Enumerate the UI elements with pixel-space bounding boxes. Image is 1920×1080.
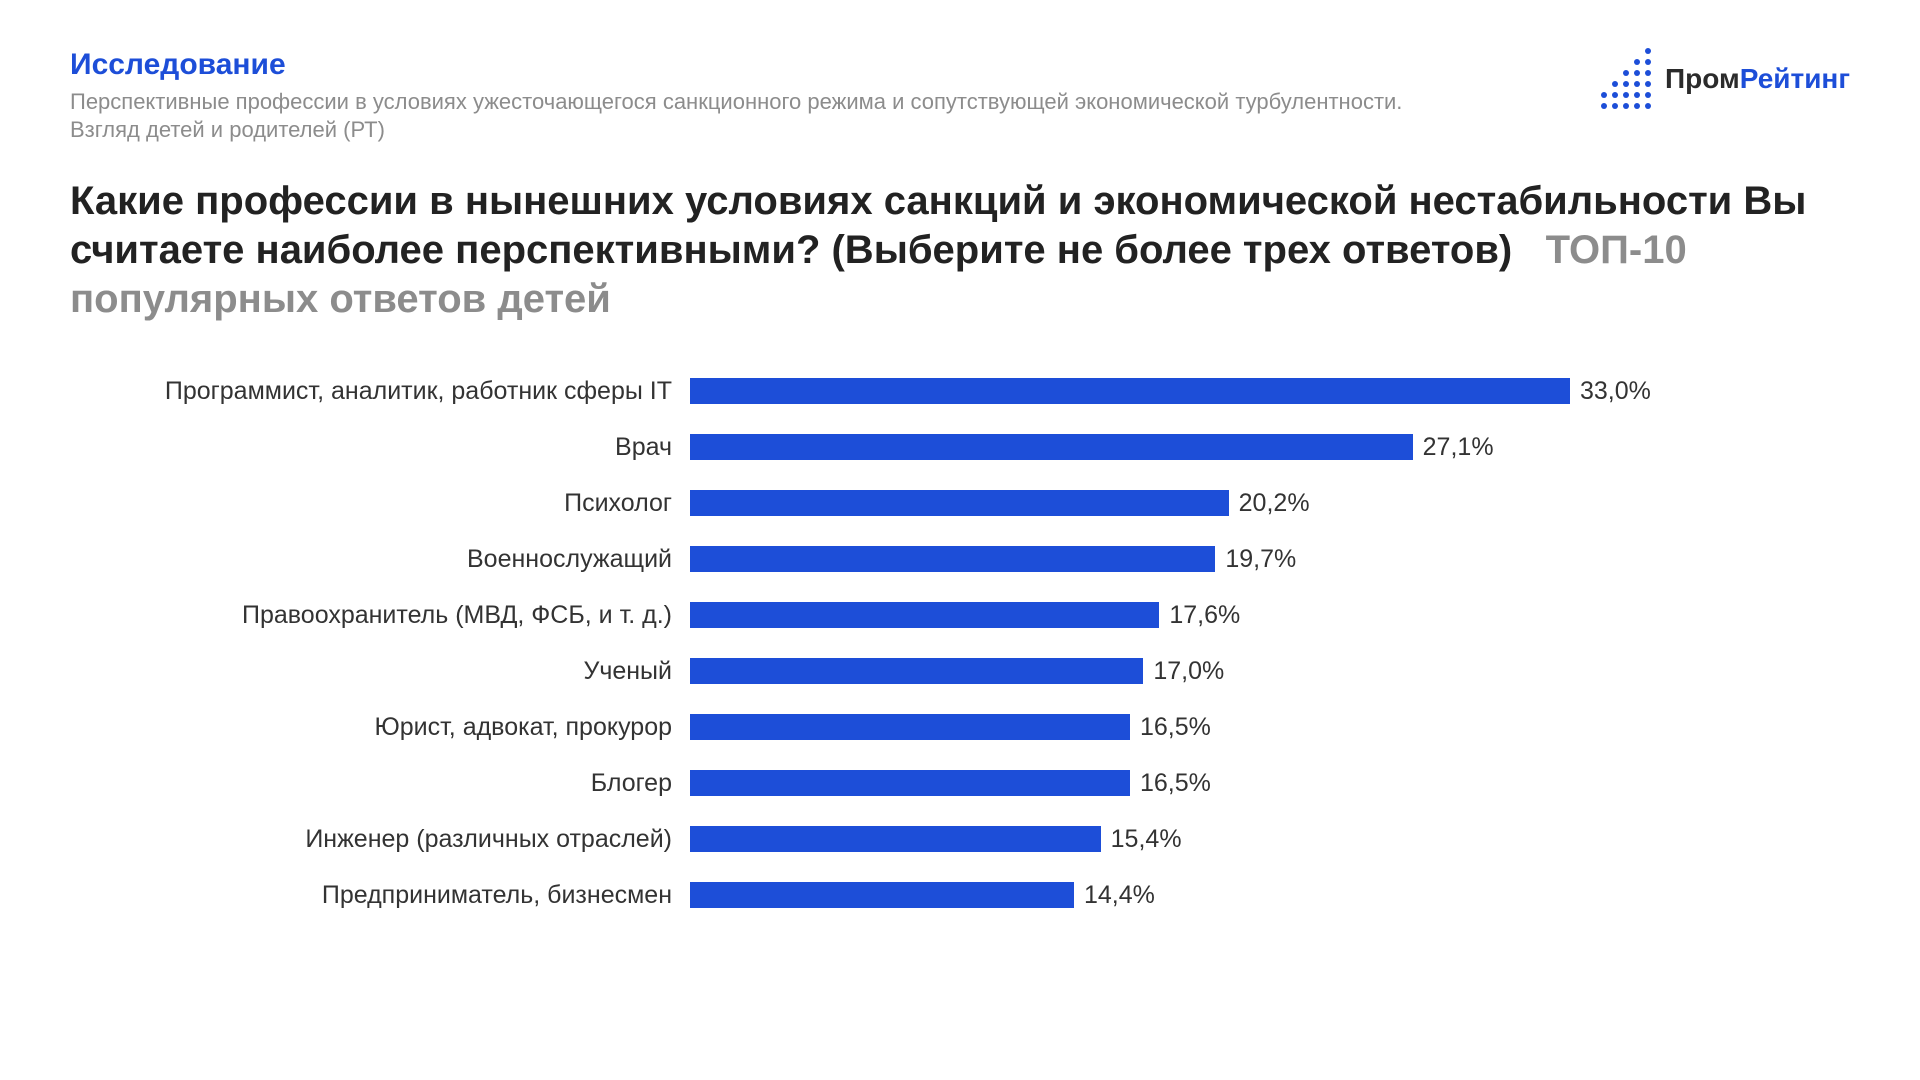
header-row: Исследование Перспективные профессии в у… bbox=[70, 48, 1850, 143]
chart-row-label: Юрист, адвокат, прокурор bbox=[70, 713, 690, 742]
subtitle-line-2: Взгляд детей и родителей (РТ) bbox=[70, 117, 385, 142]
chart-row: Блогер 16,5% bbox=[70, 755, 1850, 811]
subtitle-line-1: Перспективные профессии в условиях ужест… bbox=[70, 89, 1402, 114]
chart-row-label: Предприниматель, бизнесмен bbox=[70, 881, 690, 910]
page: Исследование Перспективные профессии в у… bbox=[0, 0, 1920, 1080]
chart-row-bar bbox=[690, 378, 1570, 404]
question-title: Какие профессии в нынешних условиях санк… bbox=[70, 177, 1850, 323]
logo-text: ПромРейтинг bbox=[1665, 63, 1850, 95]
chart-row-bar-wrap: 14,4% bbox=[690, 881, 1850, 910]
chart-row-bar-wrap: 15,4% bbox=[690, 825, 1850, 854]
chart-row-bar bbox=[690, 658, 1143, 684]
chart-row: Психолог 20,2% bbox=[70, 475, 1850, 531]
chart-row-value: 16,5% bbox=[1140, 769, 1211, 798]
chart-row-bar bbox=[690, 546, 1215, 572]
header-left: Исследование Перспективные профессии в у… bbox=[70, 48, 1601, 143]
chart-row-bar-wrap: 27,1% bbox=[690, 433, 1850, 462]
chart-row-value: 17,0% bbox=[1153, 657, 1224, 686]
chart-row: Предприниматель, бизнесмен 14,4% bbox=[70, 867, 1850, 923]
chart-row-bar bbox=[690, 826, 1101, 852]
research-label: Исследование bbox=[70, 48, 1601, 82]
chart-row-bar-wrap: 19,7% bbox=[690, 545, 1850, 574]
chart-row: Инженер (различных отраслей) 15,4% bbox=[70, 811, 1850, 867]
chart-row-bar bbox=[690, 490, 1229, 516]
chart-row-bar bbox=[690, 714, 1130, 740]
chart-row-value: 17,6% bbox=[1169, 601, 1240, 630]
chart-row: Врач 27,1% bbox=[70, 419, 1850, 475]
chart-row-value: 27,1% bbox=[1423, 433, 1494, 462]
logo-dots-icon bbox=[1601, 48, 1651, 109]
brand-logo: ПромРейтинг bbox=[1601, 48, 1850, 109]
chart-row-value: 33,0% bbox=[1580, 377, 1651, 406]
chart-row: Программист, аналитик, работник сферы IT… bbox=[70, 363, 1850, 419]
chart-row-bar-wrap: 16,5% bbox=[690, 769, 1850, 798]
chart-row-bar-wrap: 17,0% bbox=[690, 657, 1850, 686]
chart-row-bar bbox=[690, 882, 1074, 908]
chart-row-value: 16,5% bbox=[1140, 713, 1211, 742]
chart-row-label: Блогер bbox=[70, 769, 690, 798]
logo-text-prefix: Пром bbox=[1665, 63, 1740, 94]
chart-row-label: Психолог bbox=[70, 489, 690, 518]
chart-row-bar-wrap: 33,0% bbox=[690, 377, 1850, 406]
chart-row-label: Военнослужащий bbox=[70, 545, 690, 574]
chart-row-label: Ученый bbox=[70, 657, 690, 686]
chart-row: Юрист, адвокат, прокурор 16,5% bbox=[70, 699, 1850, 755]
chart-row-value: 20,2% bbox=[1239, 489, 1310, 518]
chart-row-bar bbox=[690, 770, 1130, 796]
chart-row-value: 14,4% bbox=[1084, 881, 1155, 910]
subtitle: Перспективные профессии в условиях ужест… bbox=[70, 88, 1570, 143]
chart-row-bar-wrap: 20,2% bbox=[690, 489, 1850, 518]
chart-row-label: Правоохранитель (МВД, ФСБ, и т. д.) bbox=[70, 601, 690, 630]
chart-row-value: 19,7% bbox=[1225, 545, 1296, 574]
chart-row-label: Врач bbox=[70, 433, 690, 462]
chart-row-value: 15,4% bbox=[1111, 825, 1182, 854]
chart-row: Ученый 17,0% bbox=[70, 643, 1850, 699]
chart-row: Военнослужащий 19,7% bbox=[70, 531, 1850, 587]
chart-row-label: Инженер (различных отраслей) bbox=[70, 825, 690, 854]
chart-row-bar bbox=[690, 602, 1159, 628]
chart-row-bar-wrap: 17,6% bbox=[690, 601, 1850, 630]
chart-row-bar bbox=[690, 434, 1413, 460]
bar-chart: Программист, аналитик, работник сферы IT… bbox=[70, 363, 1850, 923]
chart-row-label: Программист, аналитик, работник сферы IT bbox=[70, 377, 690, 406]
chart-row: Правоохранитель (МВД, ФСБ, и т. д.) 17,6% bbox=[70, 587, 1850, 643]
chart-row-bar-wrap: 16,5% bbox=[690, 713, 1850, 742]
logo-text-bold: Рейтинг bbox=[1740, 63, 1850, 94]
